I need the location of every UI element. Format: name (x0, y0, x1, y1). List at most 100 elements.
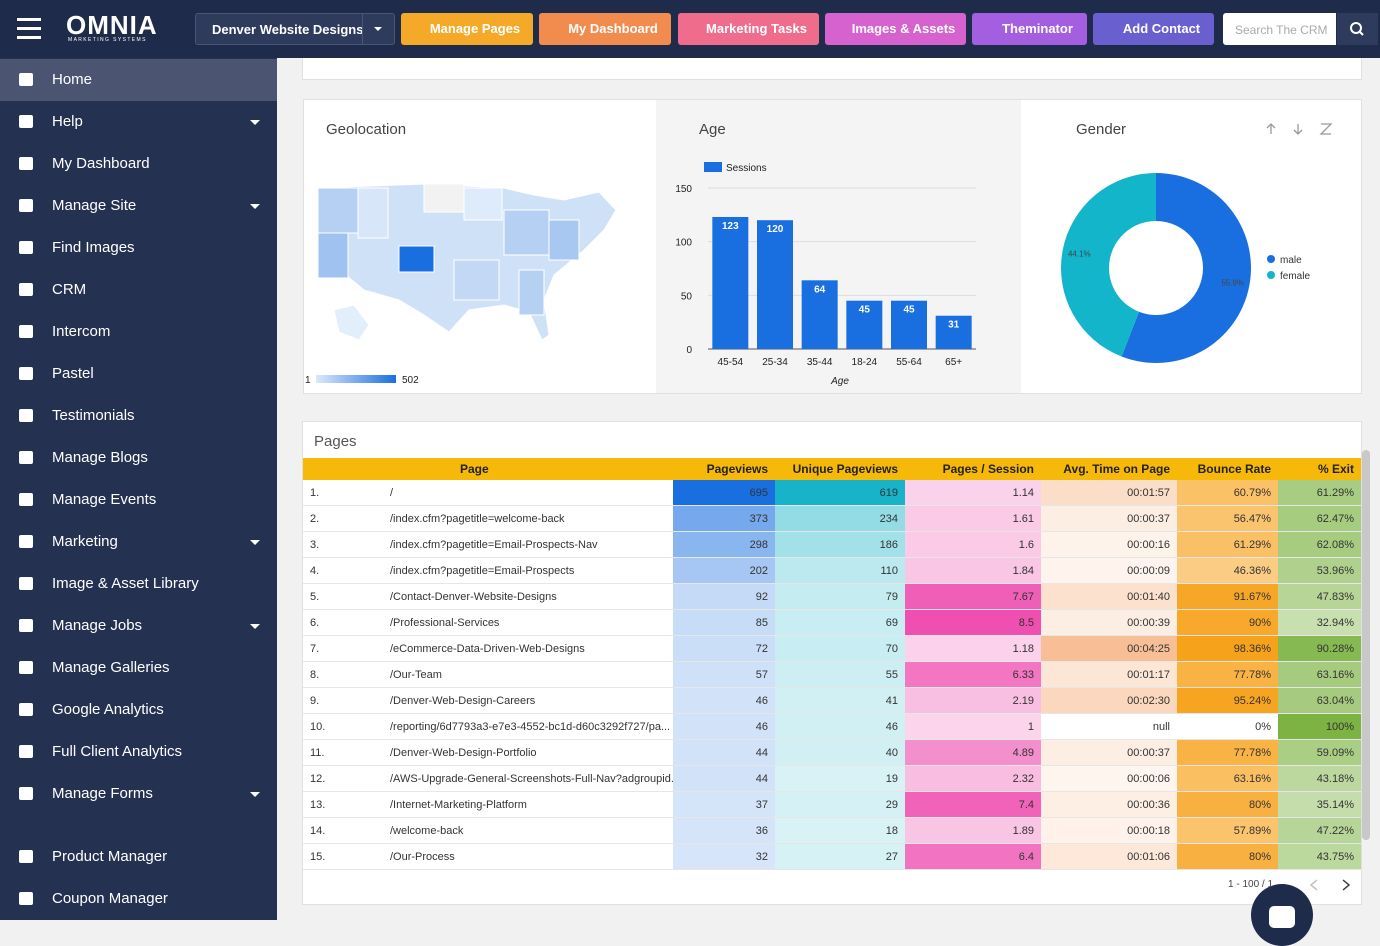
nav-item[interactable]: Manage Jobs (0, 605, 277, 647)
nav-item[interactable]: Intercom (0, 311, 277, 353)
nav-label: Find Images (52, 239, 135, 256)
logo[interactable]: OMNIA (66, 10, 158, 40)
top-button[interactable]: My Dashboard (539, 13, 671, 45)
x-tick-label: 18-24 (852, 357, 878, 368)
nav-item[interactable]: Testimonials (0, 395, 277, 437)
scrollbar[interactable] (1362, 450, 1370, 840)
bar (757, 220, 793, 349)
table-cell: /welcome-back (383, 817, 673, 844)
table-row[interactable]: 7./eCommerce-Data-Driven-Web-Designs 72 70… (303, 635, 1361, 662)
geo-title: Geolocation (326, 121, 406, 138)
header-cell[interactable]: Pageviews (673, 458, 775, 480)
table-cell: 57 (673, 661, 775, 688)
x-tick-label: 35-44 (807, 357, 833, 368)
nav-icon (19, 241, 33, 254)
site-select[interactable]: Denver Website Designs (195, 13, 395, 45)
nav-item[interactable]: Help (0, 101, 277, 143)
table-cell: 91.67% (1177, 583, 1278, 610)
table-row[interactable]: 15./Our-Process 32 27 6.4 00:01:06 80% 43.75% (303, 843, 1361, 870)
nav-item[interactable]: Manage Events (0, 479, 277, 521)
header-cell[interactable]: Avg. Time on Page (1041, 458, 1177, 480)
nav-label: Manage Events (52, 491, 157, 508)
table-row[interactable]: 9./Denver-Web-Design-Careers 46 41 2.19 00:0… (303, 687, 1361, 714)
y-tick-label: 50 (681, 291, 693, 302)
nav-icon (19, 199, 33, 212)
nav-item[interactable]: Image & Asset Library (0, 563, 277, 605)
table-row[interactable]: 13./Internet-Marketing-Platform 37 29 7.4 00… (303, 791, 1361, 818)
slice-label: 44.1% (1068, 250, 1091, 259)
prev-page[interactable] (1309, 879, 1318, 891)
menu-toggle[interactable] (17, 18, 41, 40)
next-page[interactable] (1342, 879, 1351, 891)
table-cell: /Denver-Web-Design-Portfolio (383, 739, 673, 766)
table-row[interactable]: 2./index.cfm?pagetitle=welcome-back 373 23… (303, 505, 1361, 532)
table-cell: 70 (775, 635, 905, 662)
table-row[interactable]: 11./Denver-Web-Design-Portfolio 44 40 4.89 0… (303, 739, 1361, 766)
nav-item[interactable]: Manage Galleries (0, 647, 277, 689)
search-box[interactable]: Search The CRM (1223, 13, 1336, 45)
nav-item[interactable]: Coupon Manager (0, 878, 277, 920)
header-cell[interactable]: % Exit (1278, 458, 1361, 480)
nav-item[interactable]: Pastel (0, 353, 277, 395)
table-cell: 7.67 (905, 583, 1041, 610)
bar-label: 45 (903, 305, 915, 316)
table-cell: 79 (775, 583, 905, 610)
header-cell[interactable]: Pages / Session (905, 458, 1041, 480)
table-row[interactable]: 10./reporting/6d7793a3-e7e3-4552-bc1d-d6… (303, 713, 1361, 740)
top-button[interactable]: Marketing Tasks (678, 13, 819, 45)
nav-item[interactable]: CRM (0, 269, 277, 311)
table-cell: 00:00:16 (1041, 531, 1177, 558)
table-row[interactable]: 6./Professional-Services 85 69 8.5 00:00:39 9… (303, 609, 1361, 636)
nav-item[interactable]: Manage Site (0, 185, 277, 227)
table-cell: 100% (1278, 713, 1361, 740)
legend-label: Sessions (726, 163, 767, 174)
table-row[interactable]: 4./index.cfm?pagetitle=Email-Prospects 20… (303, 557, 1361, 584)
nav-item[interactable]: Full Client Analytics (0, 731, 277, 773)
nav-item[interactable]: Find Images (0, 227, 277, 269)
nav-item[interactable]: My Dashboard (0, 143, 277, 185)
nav-label: Manage Forms (52, 785, 153, 802)
header-cell[interactable]: Unique Pageviews (775, 458, 905, 480)
table-row[interactable]: 14./welcome-back 36 18 1.89 00:00:18 57.89% 47… (303, 817, 1361, 844)
table-cell: 40 (775, 739, 905, 766)
top-button[interactable]: Images & Assets (825, 13, 966, 45)
nav-item[interactable]: Product Manager (0, 836, 277, 878)
top-button[interactable]: Add Contact (1093, 13, 1214, 45)
nav-item[interactable]: Home (0, 59, 277, 101)
header-cell[interactable]: Bounce Rate (1177, 458, 1278, 480)
table-row[interactable]: 12./AWS-Upgrade-General-Screenshots-Full… (303, 765, 1361, 792)
table-cell: 18 (775, 817, 905, 844)
nav-label: Home (52, 71, 93, 88)
nav-item[interactable]: Manage Forms (0, 773, 277, 815)
table-cell: 90.28% (1278, 635, 1361, 662)
nav-item[interactable]: Manage Blogs (0, 437, 277, 479)
table-cell: 69 (775, 609, 905, 636)
table-cell: 11. (303, 739, 383, 766)
nav-item[interactable]: Google Analytics (0, 689, 277, 731)
nav-icon (19, 787, 33, 800)
age-title: Age (699, 121, 726, 138)
bar (846, 300, 883, 349)
table-row[interactable]: 1./695 619 1.14 00:01:57 60.79% 61.29% (303, 480, 1361, 506)
table-cell: 63.16% (1278, 661, 1361, 688)
table-row[interactable]: 8./Our-Team 57 55 6.33 00:01:17 77.78% 63.16% (303, 661, 1361, 688)
table-cell: / (383, 480, 673, 506)
nav-item[interactable]: Marketing (0, 521, 277, 563)
top-button[interactable]: Manage Pages (401, 13, 533, 45)
nav-label: My Dashboard (52, 155, 150, 172)
header-cell[interactable]: Page (383, 458, 673, 480)
table-cell: 46 (775, 713, 905, 740)
table-cell: 92 (673, 583, 775, 610)
table-cell: 61.29% (1177, 531, 1278, 558)
table-cell: /AWS-Upgrade-General-Screenshots-Full-Na… (383, 765, 673, 792)
search-button[interactable] (1337, 13, 1378, 45)
top-button[interactable]: Theminator (972, 13, 1087, 45)
nav-icon (19, 493, 33, 506)
table-row[interactable]: 3./index.cfm?pagetitle=Email-Prospects-N… (303, 531, 1361, 558)
y-tick-label: 150 (675, 184, 692, 195)
chat-launcher[interactable] (1251, 884, 1313, 946)
table-cell: 00:00:37 (1041, 739, 1177, 766)
bar (935, 315, 972, 349)
table-row[interactable]: 5./Contact-Denver-Website-Designs 92 79 7.6… (303, 583, 1361, 610)
submenu-caret (250, 624, 260, 629)
